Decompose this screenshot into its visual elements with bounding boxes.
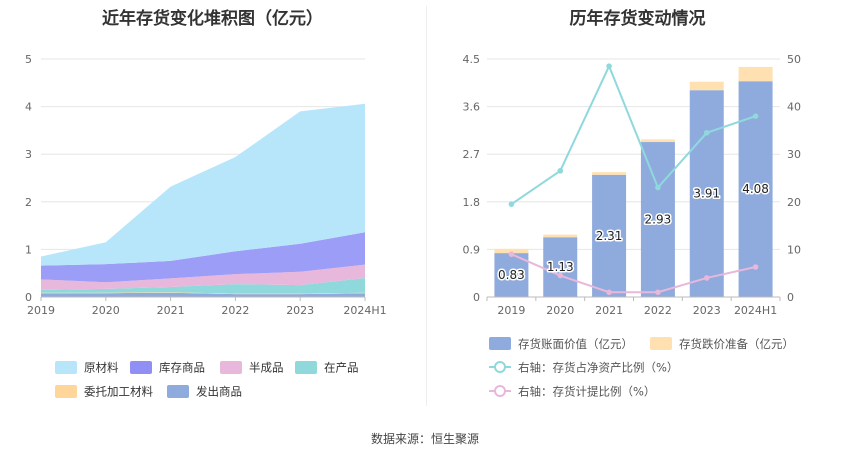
left-y-tick-label: 0 [473,291,480,304]
x-tick-label: 2023 [286,304,314,317]
legend-swatch [55,361,77,374]
bar-book-value [689,90,724,298]
right-y-tick-label: 0 [787,291,794,304]
legend-label: 委托加工材料 [84,385,153,399]
legend-label: 库存商品 [159,361,205,375]
right-y-tick-label: 40 [787,101,801,114]
area-半成品 [41,264,365,290]
y-tick-label: 3 [25,148,32,161]
point-provision-ratio [752,264,759,270]
legend-label: 右轴：存货占净资产比例（%） [518,361,678,375]
legend-swatch [167,385,189,398]
legend-swatch [55,385,77,398]
bar-provision [738,66,773,82]
left-y-tick-label: 4.5 [463,53,481,66]
point-provision-ratio [557,272,564,279]
right-y-tick-label: 30 [787,148,801,161]
legend-swatch [650,337,672,350]
legend-label: 半成品 [249,361,284,375]
bar-data-label: 0.83 [498,268,525,282]
y-tick-label: 4 [25,101,32,114]
point-ratio-net-assets [655,184,661,191]
x-tick-label: 2021 [595,304,623,317]
point-ratio-net-assets [752,113,759,119]
x-tick-label: 2022 [644,304,672,317]
bar-book-value [543,237,578,297]
bar-data-label: 2.93 [645,213,672,227]
legend-swatch [295,361,317,374]
left-y-tick-label: 1.8 [463,196,481,209]
bar-data-label: 3.91 [693,187,720,201]
bar-book-value [592,174,627,297]
bar-provision [543,234,578,238]
legend-swatch [130,361,152,374]
x-tick-label: 2019 [27,304,55,317]
line-provision-ratio [511,253,756,294]
stacked-area-chart: 0 1 2 3 4 5 2019 2020 2021 2022 2023 2024H1 原材料 库存商品 半… [25,53,387,399]
y-tick-label: 5 [25,53,32,66]
bar-provision [592,172,627,175]
left-y-tick-label: 3.6 [463,101,481,114]
point-ratio-net-assets [557,168,564,174]
right-chart-title: 历年存货变动情况 [569,9,706,29]
point-provision-ratio [655,289,661,296]
legend-label: 存货跌价准备（亿元） [679,337,794,351]
area-原材料 [41,103,365,266]
legend-label: 原材料 [84,361,119,375]
bar-provision [640,139,675,143]
area-在产品 [41,277,365,294]
x-tick-label: 2020 [546,304,574,317]
x-tick-label: 2023 [693,304,721,317]
point-provision-ratio [606,289,612,296]
legend-swatch [220,361,242,374]
x-tick-label: 2024H1 [343,304,386,317]
right-y-tick-label: 50 [787,53,801,66]
bar-data-label: 4.08 [742,182,769,196]
left-y-tick-label: 0.9 [463,243,481,256]
bar-provision [494,248,529,254]
point-provision-ratio [703,275,710,281]
bar-provision [689,81,724,91]
line-ratio-net-assets [510,63,756,206]
left-y-tick-label: 2.7 [463,148,481,161]
legend-marker [494,361,506,373]
x-tick-label: 2021 [157,304,185,317]
legend-label: 右轴：存货计提比例（%） [518,385,655,399]
y-tick-label: 2 [25,196,32,209]
bar-data-label: 1.13 [547,260,574,274]
data-source: 数据来源：恒生聚源 [370,432,479,446]
bar-line-chart: 0 0.9 1.8 2.7 3.6 4.5 0 10 20 30 40 50 2019 2020 2021 2… [463,53,802,399]
bar-data-label: 2.31 [596,229,623,243]
x-tick-label: 2024H1 [734,304,777,317]
legend-swatch [489,337,511,350]
legend-label: 在产品 [324,361,359,375]
point-provision-ratio [508,251,515,257]
point-ratio-net-assets [703,129,710,136]
left-chart-title: 近年存货变化堆积图（亿元） [102,9,323,29]
legend-label: 存货账面价值（亿元） [518,337,633,351]
point-ratio-net-assets [606,63,612,69]
point-ratio-net-assets [508,201,515,207]
x-tick-label: 2022 [221,304,249,317]
legend-label: 发出商品 [196,385,242,399]
x-tick-label: 2019 [497,304,525,317]
right-y-tick-label: 20 [787,196,801,209]
right-y-tick-label: 10 [787,243,801,256]
area-库存商品 [41,232,365,283]
legend-marker [494,385,506,397]
x-tick-label: 2020 [92,304,120,317]
panel-divider [426,6,427,406]
y-tick-label: 1 [25,243,32,256]
area-发出商品 [41,292,365,297]
y-tick-label: 0 [25,291,32,304]
bar-book-value [494,253,529,297]
bar-book-value [640,142,675,297]
